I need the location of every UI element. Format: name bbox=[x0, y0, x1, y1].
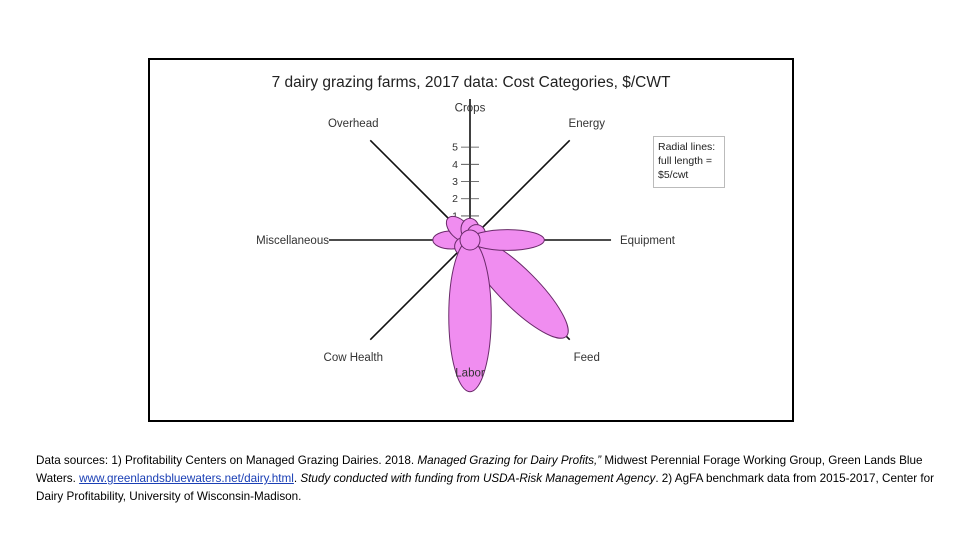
sources-text-2: Midwest Perennial Forage Working Group, … bbox=[36, 454, 923, 485]
chart-frame: 7 dairy grazing farms, 2017 data: Cost C… bbox=[148, 58, 794, 422]
tick-label-4: 4 bbox=[452, 159, 458, 171]
sources-text-1: Data sources: 1) Profitability Centers o… bbox=[36, 454, 418, 467]
axis-label-labor: Labor bbox=[455, 367, 485, 379]
sources-link[interactable]: www.greenlandsbluewaters.net/dairy.html bbox=[79, 472, 294, 485]
petal-equipment bbox=[469, 229, 545, 251]
axis-label-cow-health: Cow Health bbox=[324, 352, 383, 364]
petal-center bbox=[459, 229, 481, 251]
axis-label-equipment: Equipment bbox=[620, 235, 676, 247]
data-sources: Data sources: 1) Profitability Centers o… bbox=[36, 452, 936, 506]
sources-text-4: . 2) AgFA benchmark data from 2015-2017,… bbox=[36, 472, 935, 503]
tick-label-2: 2 bbox=[452, 193, 458, 205]
legend-line-1: Radial lines: bbox=[658, 141, 716, 153]
axis-label-energy: Energy bbox=[569, 118, 606, 130]
sources-text-3: . bbox=[293, 472, 301, 485]
axis-label-feed: Feed bbox=[574, 352, 600, 364]
radial-line-cow-health bbox=[369, 239, 471, 341]
chart-title: 7 dairy grazing farms, 2017 data: Cost C… bbox=[271, 74, 671, 91]
legend-note: Radial lines: full length = $5/cwt bbox=[653, 136, 725, 188]
axis-label-miscellaneous: Miscellaneous bbox=[256, 235, 329, 247]
legend-line-3: $5/cwt bbox=[658, 169, 689, 181]
legend-line-2: full length = bbox=[658, 155, 712, 167]
sources-italic-1: Managed Grazing for Dairy Profits,” bbox=[417, 454, 602, 467]
tick-label-5: 5 bbox=[452, 142, 458, 154]
radial-line-energy bbox=[469, 139, 571, 241]
sources-italic-2: Study conducted with funding from USDA-R… bbox=[300, 472, 656, 485]
axis-label-overhead: Overhead bbox=[328, 118, 379, 130]
axis-label-crops: Crops bbox=[455, 103, 486, 115]
tick-label-3: 3 bbox=[452, 176, 458, 188]
radial-chart: 12345CropsEnergyEquipmentFeedLaborCow He… bbox=[256, 98, 676, 393]
